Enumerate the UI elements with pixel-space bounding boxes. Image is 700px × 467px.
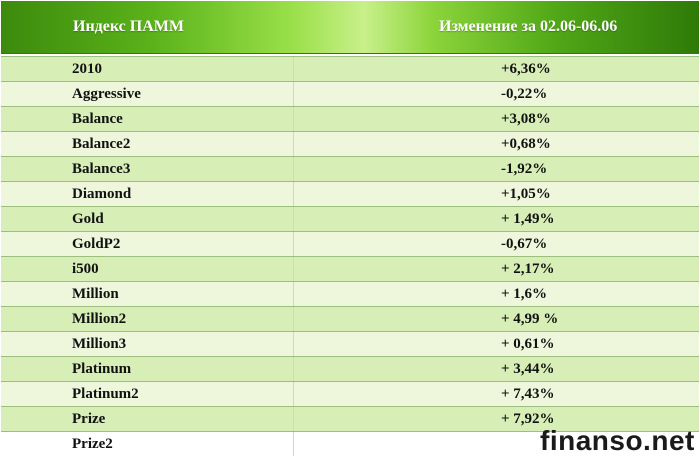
table-row: Million3 + 0,61% bbox=[1, 331, 699, 356]
row-change: -0,22% bbox=[501, 86, 548, 102]
table-row: Prize2 bbox=[1, 431, 699, 456]
row-change: + 0,61% bbox=[501, 336, 555, 352]
row-change: -0,67% bbox=[501, 236, 548, 252]
row-change: -1,92% bbox=[501, 161, 548, 177]
column-divider bbox=[293, 132, 294, 156]
table-header: Индекс ПАММ Изменение за 02.06-06.06 bbox=[1, 1, 699, 54]
row-change: + 3,44% bbox=[501, 361, 555, 377]
row-change: +6,36% bbox=[501, 61, 551, 77]
column-divider bbox=[293, 357, 294, 381]
column-divider bbox=[293, 107, 294, 131]
table-row: Diamond +1,05% bbox=[1, 181, 699, 206]
row-change: +0,68% bbox=[501, 136, 551, 152]
row-name: Aggressive bbox=[72, 86, 141, 102]
row-name: Balance3 bbox=[72, 161, 131, 177]
column-divider bbox=[293, 407, 294, 431]
column-divider bbox=[293, 82, 294, 106]
row-name: i500 bbox=[72, 261, 99, 277]
table-row: i500 + 2,17% bbox=[1, 256, 699, 281]
table-row: Million + 1,6% bbox=[1, 281, 699, 306]
column-divider bbox=[293, 332, 294, 356]
table-row: Platinum2 + 7,43% bbox=[1, 381, 699, 406]
column-divider bbox=[293, 382, 294, 406]
row-name: Million3 bbox=[72, 336, 127, 352]
table-row: Million2 + 4,99 % bbox=[1, 306, 699, 331]
column-divider bbox=[293, 182, 294, 206]
table-row: Balance +3,08% bbox=[1, 106, 699, 131]
row-name: Balance2 bbox=[72, 136, 131, 152]
row-name: Prize bbox=[72, 411, 106, 427]
header-change: Изменение за 02.06-06.06 bbox=[439, 18, 618, 35]
table-row: Balance3 -1,92% bbox=[1, 156, 699, 181]
table-row: 2010 +6,36% bbox=[1, 56, 699, 81]
watermark-logo: finanso.net bbox=[540, 425, 695, 456]
row-change: + 1,6% bbox=[501, 286, 548, 302]
table-row: Balance2 +0,68% bbox=[1, 131, 699, 156]
table-row: Platinum + 3,44% bbox=[1, 356, 699, 381]
row-name: Million bbox=[72, 286, 119, 302]
row-change: + 4,99 % bbox=[501, 311, 559, 327]
row-name: Diamond bbox=[72, 186, 132, 202]
column-divider bbox=[293, 257, 294, 281]
row-change: +1,05% bbox=[501, 186, 551, 202]
row-name: 2010 bbox=[72, 61, 102, 77]
table-row: Prize + 7,92% bbox=[1, 406, 699, 431]
row-name: Platinum bbox=[72, 361, 132, 377]
row-change: + 7,43% bbox=[501, 386, 555, 402]
row-name: Balance bbox=[72, 111, 123, 127]
header-index: Индекс ПАММ bbox=[73, 18, 184, 35]
column-divider bbox=[293, 432, 294, 456]
column-divider bbox=[293, 157, 294, 181]
column-divider bbox=[293, 57, 294, 81]
row-change: + 7,92% bbox=[501, 411, 555, 427]
column-divider bbox=[293, 282, 294, 306]
row-name: Million2 bbox=[72, 311, 127, 327]
table-row: GoldP2 -0,67% bbox=[1, 231, 699, 256]
table-row: Gold + 1,49% bbox=[1, 206, 699, 231]
row-change: + 2,17% bbox=[501, 261, 555, 277]
row-name: Gold bbox=[72, 211, 104, 227]
column-divider bbox=[293, 232, 294, 256]
table-body: 2010 +6,36% Aggressive -0,22% Balance +3… bbox=[1, 56, 699, 467]
table-row: Aggressive -0,22% bbox=[1, 81, 699, 106]
row-name: Prize2 bbox=[72, 436, 113, 452]
row-name: GoldP2 bbox=[72, 236, 121, 252]
column-divider bbox=[293, 207, 294, 231]
column-divider bbox=[293, 307, 294, 331]
row-name: Platinum2 bbox=[72, 386, 139, 402]
row-change: +3,08% bbox=[501, 111, 551, 127]
row-change: + 1,49% bbox=[501, 211, 555, 227]
